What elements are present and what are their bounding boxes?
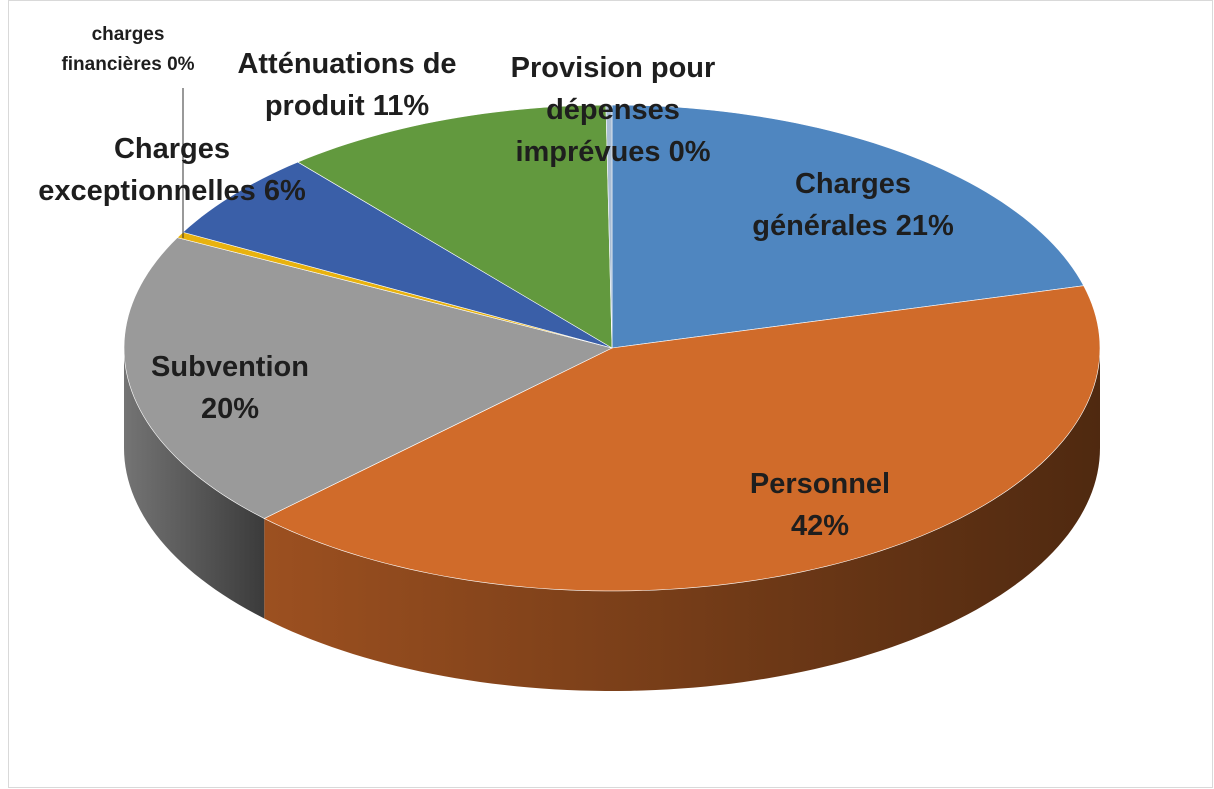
value-label: 6% — [263, 175, 306, 207]
data-label: Provision pour dépenses imprévues 0% — [488, 47, 738, 173]
value-label: 20% — [200, 393, 260, 425]
value-label: 21% — [895, 210, 954, 242]
frame — [8, 0, 1213, 788]
category-label: Atténuations de produit — [237, 48, 457, 122]
data-label: Subvention 20% — [130, 346, 330, 430]
slice — [123, 237, 613, 519]
value-label: 11% — [372, 90, 430, 122]
slice — [297, 104, 613, 349]
category-label: Personnel — [749, 468, 891, 500]
category-label: Provision pour dépenses imprévues — [510, 52, 716, 168]
slice — [605, 104, 613, 349]
data-label: Personnel 42% — [730, 463, 910, 547]
value-label: 42% — [790, 510, 850, 542]
data-label: charges financières 0% — [53, 20, 203, 80]
data-label: Charges exceptionnelles 6% — [37, 128, 307, 212]
category-label: Subvention — [151, 351, 309, 383]
data-label: Charges générales 21% — [738, 163, 968, 247]
category-label: Charges exceptionnelles — [38, 133, 256, 207]
slice-side — [124, 348, 265, 619]
category-label: Charges générales — [752, 168, 912, 242]
slice-side — [264, 348, 1101, 691]
data-label: Atténuations de produit 11% — [232, 43, 462, 127]
category-label: charges financières — [61, 24, 165, 75]
slice — [182, 161, 613, 349]
slice — [611, 104, 1085, 349]
value-label: 0% — [167, 54, 195, 75]
value-label: 0% — [668, 136, 711, 168]
slice — [263, 285, 1101, 592]
